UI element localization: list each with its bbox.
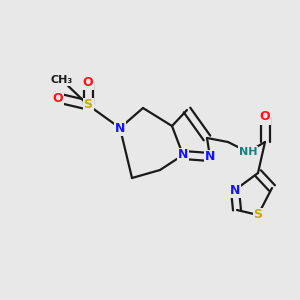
Text: O: O — [83, 76, 93, 88]
Text: O: O — [260, 110, 270, 124]
Text: S: S — [254, 208, 262, 221]
Text: S: S — [83, 98, 92, 112]
Text: O: O — [53, 92, 63, 104]
Text: N: N — [205, 151, 215, 164]
Text: CH₃: CH₃ — [51, 75, 73, 85]
Text: N: N — [178, 148, 188, 161]
Text: N: N — [115, 122, 125, 134]
Text: N: N — [230, 184, 240, 196]
Text: NH: NH — [239, 147, 257, 157]
